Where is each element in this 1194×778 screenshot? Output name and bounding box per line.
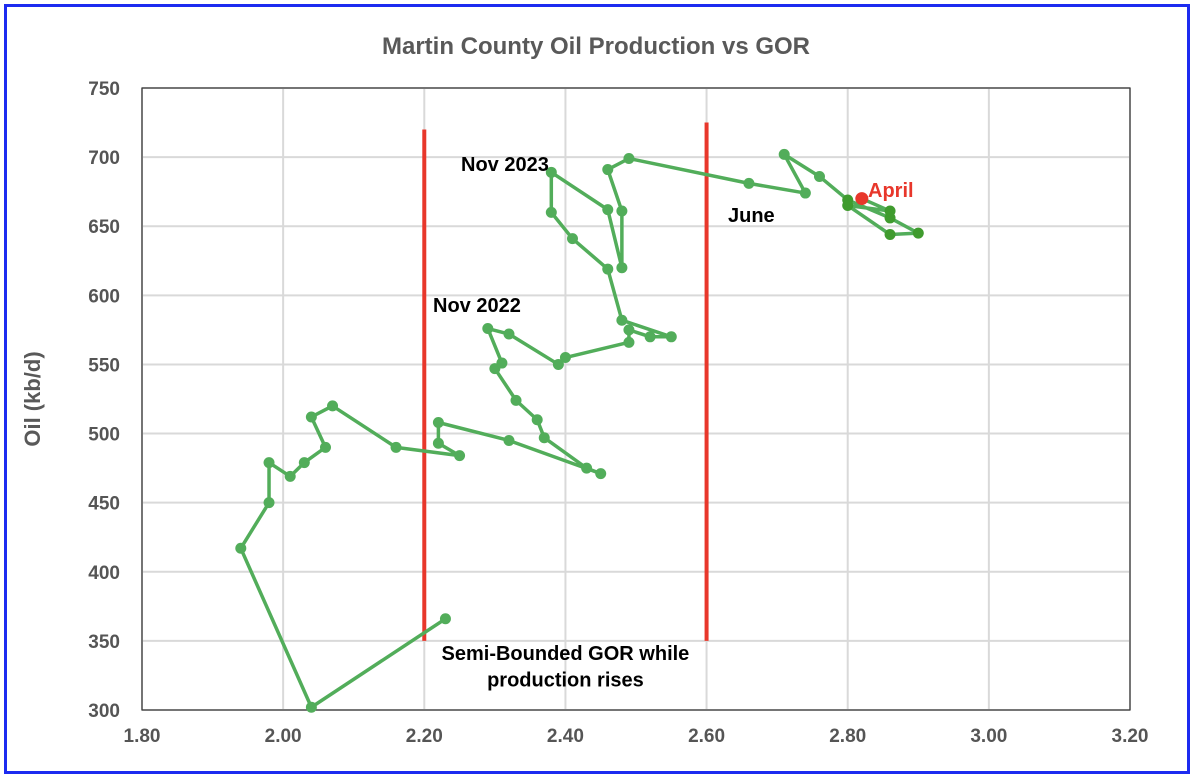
y-tick-label: 750: [88, 79, 120, 100]
data-point: [616, 205, 628, 217]
data-point: [482, 323, 494, 335]
x-tick-label: 1.80: [124, 726, 161, 747]
data-point: [510, 394, 522, 406]
x-tick-label: 2.80: [829, 726, 866, 747]
data-point: [602, 204, 614, 216]
data-point: [496, 357, 508, 369]
x-tick-label: 2.00: [265, 726, 302, 747]
data-point: [235, 542, 247, 554]
x-tick-label: 2.60: [688, 726, 725, 747]
data-point: [623, 336, 635, 348]
data-point: [559, 352, 571, 364]
data-point: [390, 441, 402, 453]
data-point: [545, 206, 557, 218]
data-point: [778, 148, 790, 160]
data-point: [842, 199, 854, 211]
data-point: [327, 400, 339, 412]
y-tick-label: 600: [88, 286, 120, 307]
data-point: [566, 233, 578, 245]
data-point: [665, 331, 677, 343]
y-tick-label: 400: [88, 563, 120, 584]
y-tick-label: 300: [88, 701, 120, 722]
x-tick-label: 2.40: [547, 726, 584, 747]
data-point: [432, 437, 444, 449]
data-point: [305, 701, 317, 713]
data-point: [531, 414, 543, 426]
y-tick-label: 350: [88, 632, 120, 653]
data-point: [616, 314, 628, 326]
data-point: [616, 262, 628, 274]
data-point: [545, 166, 557, 178]
y-tick-label: 550: [88, 355, 120, 376]
annotation-label: April: [868, 180, 914, 202]
data-point: [623, 324, 635, 336]
x-tick-label: 3.00: [970, 726, 1007, 747]
data-point: [912, 227, 924, 239]
data-point: [263, 457, 275, 469]
data-point: [743, 177, 755, 189]
data-point: [602, 263, 614, 275]
annotation-label: Nov 2022: [433, 295, 521, 317]
data-point: [884, 229, 896, 241]
data-point: [799, 187, 811, 199]
data-point: [552, 358, 564, 370]
data-point: [623, 152, 635, 164]
x-tick-label: 2.20: [406, 726, 443, 747]
y-tick-label: 700: [88, 148, 120, 169]
data-point: [503, 328, 515, 340]
chart-frame: [4, 4, 1190, 774]
data-point: [439, 613, 451, 625]
data-point: [602, 164, 614, 176]
y-tick-label: 450: [88, 494, 120, 515]
data-point: [595, 468, 607, 480]
data-point: [813, 170, 825, 182]
y-tick-label: 650: [88, 217, 120, 238]
data-point: [644, 331, 656, 343]
latest-data-point: [855, 192, 869, 206]
data-point: [284, 470, 296, 482]
chart-title: Martin County Oil Production vs GOR: [382, 33, 810, 60]
plot-area-border: [141, 87, 1131, 711]
data-point: [454, 450, 466, 462]
annotation-label: Semi-Bounded GOR while: [442, 643, 690, 665]
data-point: [319, 441, 331, 453]
annotation-label: production rises: [487, 670, 644, 692]
data-point: [538, 432, 550, 444]
annotation-label: Nov 2023: [461, 154, 549, 176]
y-tick-label: 500: [88, 425, 120, 446]
data-point: [884, 205, 896, 217]
data-point: [298, 457, 310, 469]
data-point: [581, 462, 593, 474]
data-point: [432, 416, 444, 428]
data-point: [305, 411, 317, 423]
series-line: [239, 152, 921, 709]
data-point: [263, 497, 275, 509]
y-axis-label: Oil (kb/d): [20, 351, 45, 446]
annotation-label: June: [728, 205, 775, 227]
data-point: [503, 434, 515, 446]
x-tick-label: 3.20: [1112, 726, 1149, 747]
